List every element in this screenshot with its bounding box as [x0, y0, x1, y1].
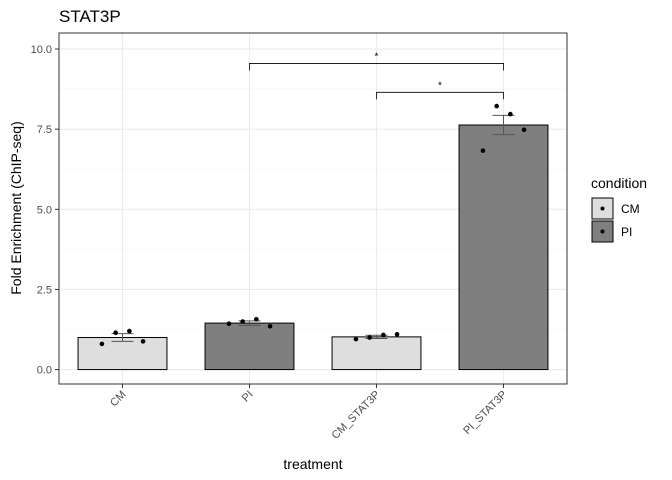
- data-point: [240, 319, 245, 324]
- y-tick-label: 5.0: [37, 204, 52, 216]
- data-point: [99, 341, 105, 347]
- bars: [77, 124, 549, 371]
- data-point: [494, 103, 499, 109]
- legend-key-point: [600, 229, 605, 234]
- x-tick-label: PI: [240, 389, 256, 405]
- data-point: [508, 111, 513, 117]
- data-point: [353, 336, 359, 342]
- axes: 0.0 2.5 5.0 7.5 10.0 CM PI CM_STAT3P PI_STAT3P: [31, 44, 510, 442]
- legend-key-point: [600, 206, 605, 211]
- y-tick-label: 7.5: [37, 124, 52, 136]
- legend-label-pi: PI: [621, 225, 632, 239]
- data-point: [127, 328, 132, 334]
- panel-border: [58, 32, 568, 385]
- significance-label: *: [438, 80, 442, 91]
- y-tick-label: 0.0: [37, 365, 52, 377]
- y-tick-label: 10.0: [31, 44, 52, 56]
- data-point: [521, 127, 527, 133]
- data-point: [226, 321, 232, 327]
- data-point: [367, 335, 372, 340]
- data-point: [113, 330, 118, 336]
- x-tick-label: PI_STAT3P: [461, 389, 509, 437]
- data-point: [254, 316, 259, 322]
- significance-bracket: [249, 63, 504, 71]
- bar-pi: [204, 322, 295, 371]
- x-tick-label: CM: [108, 389, 129, 410]
- data-points: [99, 103, 527, 347]
- significance-bracket: [376, 91, 504, 100]
- y-axis-title: Fold Enrichment (ChIP-seq): [8, 121, 24, 295]
- legend-title: condition: [591, 175, 647, 191]
- x-tick-label: CM_STAT3P: [329, 389, 382, 442]
- bar-cm-stat3p: [331, 336, 422, 371]
- legend-label-cm: CM: [621, 202, 640, 216]
- bar-cm: [77, 337, 168, 371]
- legend: condition CM PI: [591, 175, 647, 243]
- data-point: [381, 332, 386, 338]
- significance-label: *: [375, 51, 379, 62]
- significance-brackets: **: [249, 51, 504, 100]
- y-tick-label: 2.5: [37, 284, 52, 296]
- x-axis-title: treatment: [283, 456, 342, 472]
- bar-pi-stat3p: [458, 124, 549, 371]
- chart-title: STAT3P: [59, 7, 121, 26]
- data-point: [394, 332, 400, 337]
- error-bars: [111, 114, 515, 342]
- data-point: [480, 148, 486, 153]
- data-point: [267, 324, 273, 329]
- data-point: [140, 339, 146, 344]
